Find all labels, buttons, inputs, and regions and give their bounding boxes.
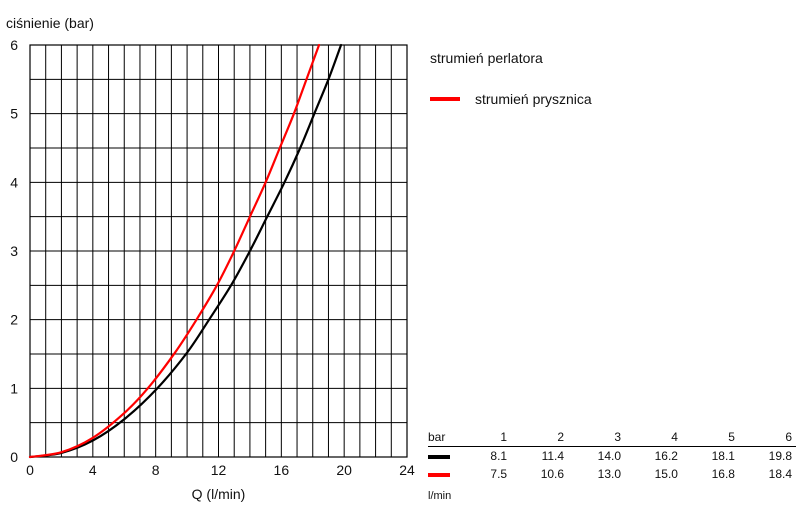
table-pressure-5: 5	[681, 428, 739, 447]
table-black-value-6: 19.8	[768, 449, 792, 463]
y-tick-label: 5	[10, 106, 18, 122]
table-black-value-5: 18.1	[711, 449, 735, 463]
series-line-black	[28, 43, 343, 459]
table-pressure-3: 3	[568, 428, 626, 447]
legend-red-label: strumień prysznica	[475, 91, 592, 107]
table-header-row: bar 1 2 3 4 5 6	[428, 428, 796, 447]
table-row-black: 8.1 11.4 14.0 16.2 18.1 19.8	[428, 447, 796, 466]
x-tick-label: 12	[211, 462, 227, 478]
legend-black-label: strumień perlatora	[430, 50, 543, 66]
y-tick-label: 6	[10, 37, 18, 53]
table-black-value-4: 16.2	[654, 449, 678, 463]
table-black-value-3: 14.0	[597, 449, 622, 463]
x-tick-label: 4	[89, 462, 97, 478]
series-line-red	[28, 43, 321, 459]
table-pressure-6: 6	[738, 428, 796, 447]
table-row-unit: l/min	[428, 490, 452, 502]
x-tick-label: 20	[336, 462, 352, 478]
y-tick-label: 1	[10, 380, 18, 396]
x-axis-label: Q (l/min)	[192, 486, 246, 502]
x-tick-label: 8	[152, 462, 160, 478]
table-pressure-2: 2	[511, 428, 569, 447]
y-tick-label: 4	[10, 174, 18, 190]
table-red-value-4: 15.0	[654, 467, 678, 481]
y-tick-label: 3	[10, 243, 18, 259]
table-red-value-3: 13.0	[597, 467, 622, 481]
x-tick-label: 24	[399, 462, 415, 478]
y-axis-label: ciśnienie (bar)	[6, 15, 94, 31]
x-tick-label: 0	[26, 462, 34, 478]
table-pressure-4: 4	[625, 428, 682, 447]
table-black-value-2: 11.4	[541, 449, 565, 463]
table-header-unit: bar	[428, 428, 468, 447]
table-red-value-2: 10.6	[540, 467, 565, 481]
table-black-value-1: 8.1	[490, 449, 508, 463]
flow-table: bar 1 2 3 4 5 6 8.1 11.4 14.0 16.2 18.1 …	[428, 428, 796, 483]
table-red-value-1: 7.5	[490, 467, 508, 481]
y-tick-label: 2	[10, 312, 18, 328]
table-red-swatch	[428, 465, 468, 483]
table-pressure-1: 1	[468, 428, 512, 447]
y-tick-label: 0	[10, 449, 18, 465]
table-row-red: 7.5 10.6 13.0 15.0 16.8 18.4	[428, 465, 796, 483]
table-red-value-6: 18.4	[768, 467, 792, 481]
legend-red-swatch	[430, 97, 460, 101]
x-tick-label: 16	[274, 462, 290, 478]
table-red-value-5: 16.8	[711, 467, 735, 481]
table-black-swatch	[428, 447, 468, 466]
